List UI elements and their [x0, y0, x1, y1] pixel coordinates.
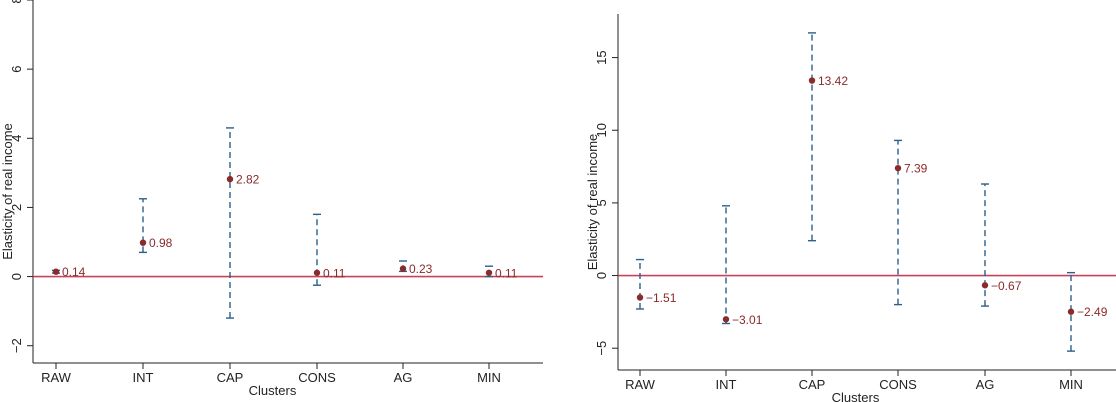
data-label: −0.67 [991, 279, 1022, 293]
error-bar-group: 7.39 [894, 139, 928, 306]
data-label: 13.42 [818, 74, 848, 88]
x-tick-label: RAW [625, 377, 656, 392]
data-point [636, 294, 644, 301]
data-label: −1.51 [646, 291, 677, 305]
y-tick-label: 5 [594, 199, 609, 206]
data-label: 0.14 [62, 265, 86, 279]
data-point [399, 265, 407, 272]
y-tick-label: 8 [9, 0, 24, 4]
x-tick-label: CAP [217, 370, 244, 385]
y-axis-title: Elasticity of real income [0, 123, 15, 260]
y-tick-label: 6 [9, 66, 24, 73]
error-bar-group: −3.01 [722, 205, 763, 327]
error-bar-group: 2.82 [226, 127, 260, 319]
data-point [1067, 308, 1075, 315]
data-label: −2.49 [1077, 305, 1108, 319]
data-label: 0.11 [323, 266, 346, 280]
data-point [981, 282, 989, 289]
x-tick-label: CAP [799, 377, 826, 392]
y-tick-label: 15 [594, 50, 609, 64]
error-bar-group: 13.42 [808, 32, 848, 242]
x-tick-label: RAW [41, 370, 72, 385]
y-tick-label: 0 [594, 272, 609, 279]
data-label: 0.11 [495, 266, 518, 280]
error-bar-group: −0.67 [981, 183, 1022, 307]
y-tick-label: −2 [9, 338, 24, 353]
error-bar-group: −1.51 [636, 258, 677, 310]
data-label: 7.39 [904, 162, 928, 176]
data-point [808, 77, 816, 84]
x-tick-label: CONS [298, 370, 336, 385]
data-point [485, 269, 493, 276]
x-tick-label: AG [394, 370, 413, 385]
data-label: 2.82 [236, 173, 260, 187]
y-tick-label: 2 [9, 204, 24, 211]
x-tick-label: CONS [879, 377, 917, 392]
error-bar-group: 0.11 [485, 265, 518, 280]
data-point [139, 239, 147, 246]
x-tick-label: MIN [1059, 377, 1083, 392]
data-label: 0.23 [409, 262, 433, 276]
x-axis-title: Clusters [249, 383, 297, 398]
y-tick-label: −5 [594, 341, 609, 356]
data-point [722, 316, 730, 323]
error-bar-group: −2.49 [1067, 271, 1108, 352]
data-point [894, 164, 902, 172]
data-point [226, 175, 234, 183]
x-tick-label: MIN [477, 370, 501, 385]
data-label: 0.98 [149, 236, 173, 250]
data-point [313, 269, 321, 276]
error-bar-group: 0.14 [52, 265, 86, 279]
y-tick-label: 0 [9, 273, 24, 280]
y-tick-label: 4 [9, 135, 24, 142]
x-axis-title: Clusters [832, 390, 880, 402]
error-bar-group: 0.11 [313, 213, 346, 286]
error-bar-group: 0.98 [139, 198, 173, 254]
y-tick-label: 10 [594, 123, 609, 137]
x-tick-label: AG [976, 377, 995, 392]
data-label: −3.01 [732, 313, 763, 327]
data-point [52, 268, 60, 275]
x-tick-label: INT [716, 377, 737, 392]
y-axis-title: Elasticity of real income [585, 134, 600, 271]
x-tick-label: INT [133, 370, 154, 385]
error-bar-group: 0.23 [399, 260, 433, 276]
